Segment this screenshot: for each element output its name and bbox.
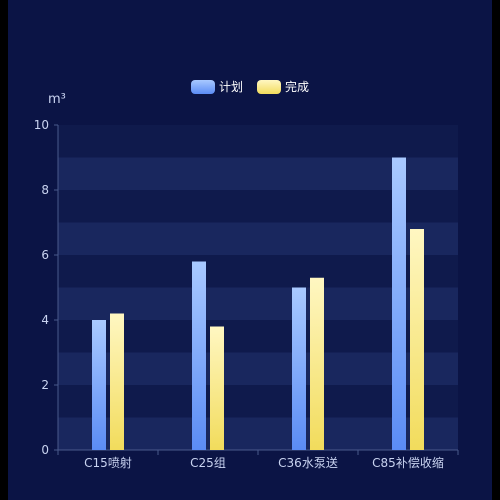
grid-band — [58, 222, 458, 255]
bar-done — [310, 277, 324, 450]
y-tick-label: 0 — [41, 443, 49, 457]
legend: 计划 完成 — [0, 78, 500, 95]
bar-plan — [292, 287, 306, 450]
y-tick-label: 8 — [41, 183, 49, 197]
bar-plan — [92, 320, 106, 450]
legend-label-plan: 计划 — [218, 80, 243, 94]
x-tick-label: C36水泵送 — [278, 455, 338, 470]
bar-done — [110, 313, 124, 450]
y-tick-label: 4 — [41, 313, 49, 327]
legend-swatch-plan — [190, 79, 215, 94]
grid-band — [58, 125, 458, 158]
legend-swatch-done — [257, 79, 281, 94]
legend-label-done: 完成 — [285, 80, 310, 94]
grid-band — [58, 352, 458, 385]
y-tick-label: 2 — [41, 378, 49, 392]
bar-plan — [392, 157, 406, 450]
y-axis-unit: m³ — [48, 92, 66, 107]
bar-done — [210, 326, 224, 450]
grid-band — [58, 255, 458, 288]
grid-band — [58, 287, 458, 320]
x-tick-label: C15喷射 — [84, 455, 132, 470]
bar-done — [410, 229, 424, 450]
grid-band — [58, 157, 458, 190]
grid-band — [58, 190, 458, 223]
y-tick-label: 6 — [41, 248, 49, 262]
grid-band — [58, 417, 458, 450]
legend-item-plan[interactable]: 计划 — [190, 78, 243, 95]
legend-item-done[interactable]: 完成 — [257, 78, 309, 95]
grid-band — [58, 320, 458, 353]
x-tick-label: C25组 — [190, 456, 226, 470]
grid-band — [58, 385, 458, 418]
bar-plan — [192, 261, 206, 450]
y-tick-label: 10 — [34, 118, 49, 132]
x-tick-label: C85补偿收缩 — [372, 455, 444, 470]
